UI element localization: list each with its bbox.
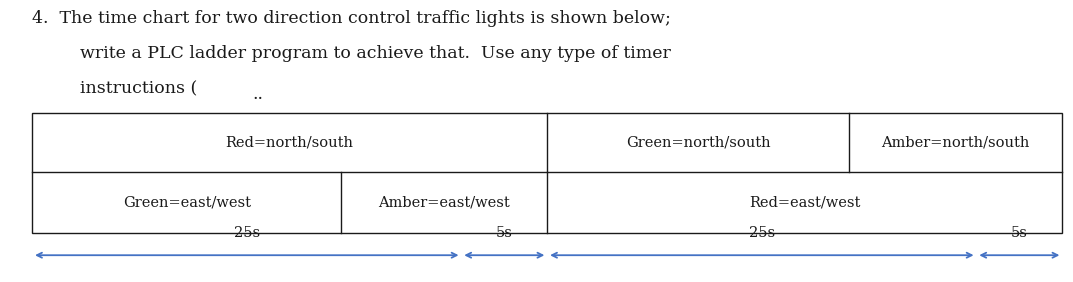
Text: instructions (: instructions ( xyxy=(80,80,197,97)
Text: Amber=east/west: Amber=east/west xyxy=(379,195,510,209)
Text: Red=east/west: Red=east/west xyxy=(749,195,861,209)
Text: Green=east/west: Green=east/west xyxy=(122,195,251,209)
Text: 4.  The time chart for two direction control traffic lights is shown below;: 4. The time chart for two direction cont… xyxy=(32,10,671,27)
Bar xyxy=(32,113,1062,233)
Text: write a PLC ladder program to achieve that.  Use any type of timer: write a PLC ladder program to achieve th… xyxy=(80,45,672,62)
Text: ..: .. xyxy=(252,86,263,103)
Text: 25s: 25s xyxy=(749,226,775,240)
Text: Red=north/south: Red=north/south xyxy=(225,135,354,149)
Text: 25s: 25s xyxy=(234,226,260,240)
Text: Amber=north/south: Amber=north/south xyxy=(881,135,1030,149)
Text: 5s: 5s xyxy=(496,226,513,240)
Text: 5s: 5s xyxy=(1011,226,1028,240)
Text: Green=north/south: Green=north/south xyxy=(626,135,770,149)
